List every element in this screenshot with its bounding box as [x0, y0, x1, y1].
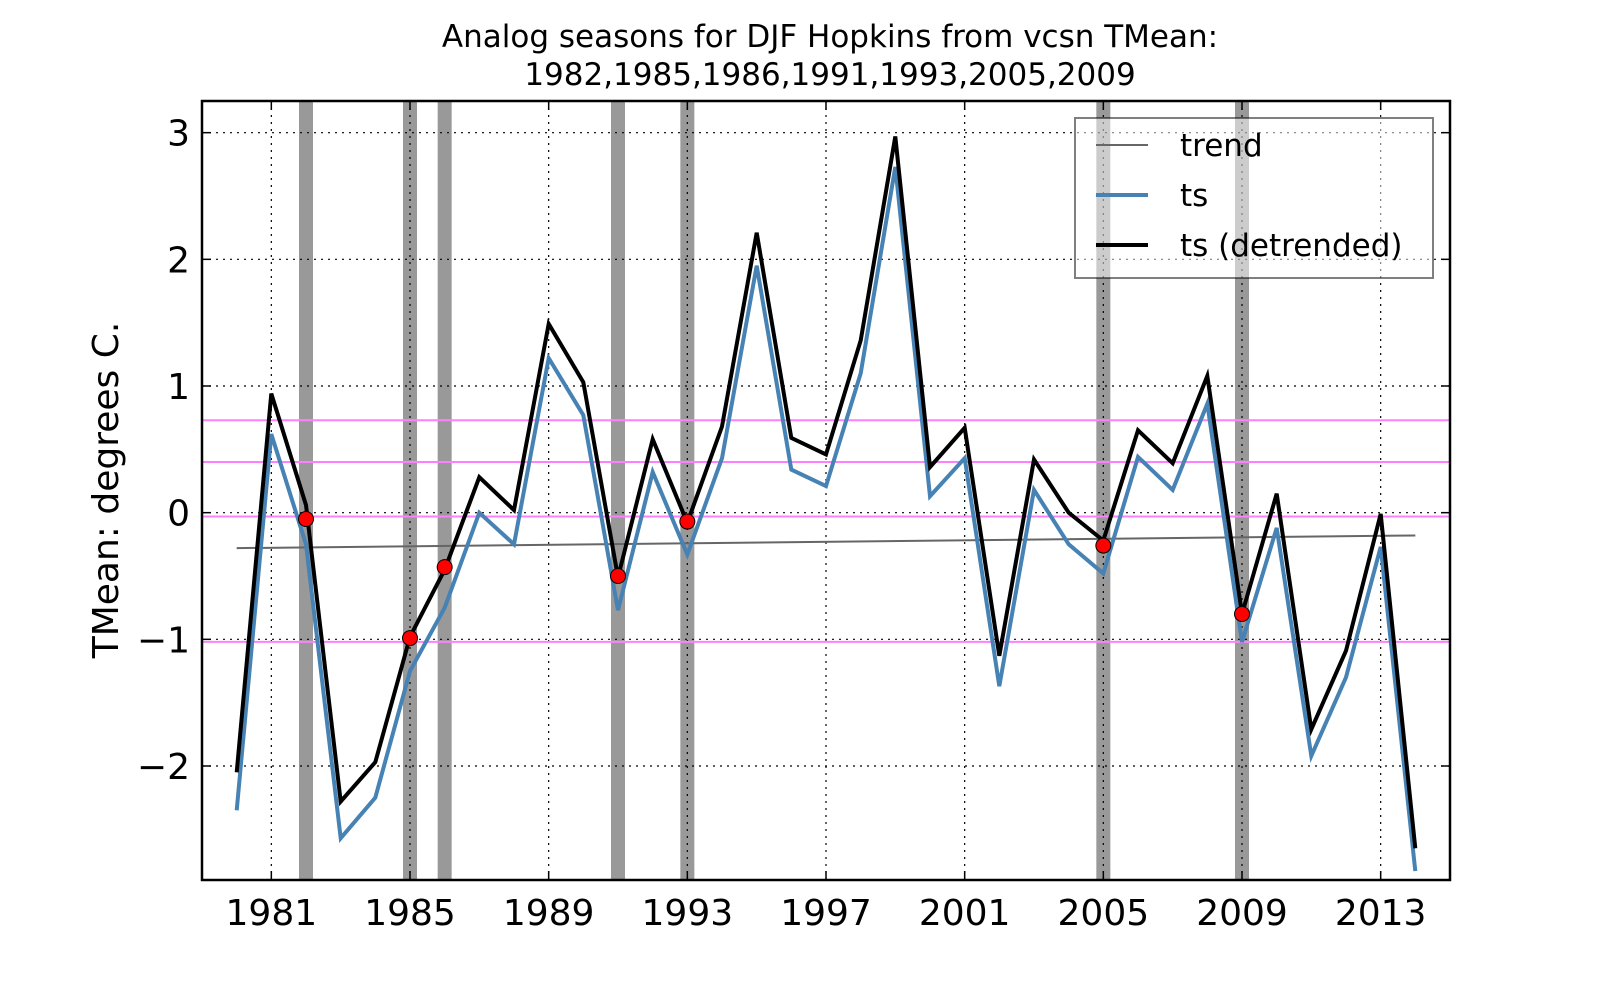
- y-tick-label-3: 1: [167, 367, 190, 408]
- chart-title-line2: 1982,1985,1986,1991,1993,2005,2009: [524, 57, 1135, 93]
- analog-point-1982: [298, 511, 314, 527]
- y-tick-label-5: 3: [167, 114, 190, 155]
- y-tick-label-1: −1: [137, 620, 190, 661]
- analog-band-2005: [1096, 101, 1111, 880]
- legend-label-ts: ts: [1180, 178, 1208, 214]
- x-tick-label-1981: 1981: [226, 893, 318, 934]
- x-tick-label-2009: 2009: [1196, 893, 1288, 934]
- analog-band-1985: [403, 101, 417, 880]
- analog-point-1991: [610, 568, 626, 584]
- x-tick-label-2001: 2001: [919, 893, 1011, 934]
- x-tick-label-1997: 1997: [780, 893, 872, 934]
- analog-band-1986: [437, 101, 452, 880]
- y-tick-label-4: 2: [167, 240, 190, 281]
- chart-title-line1: Analog seasons for DJF Hopkins from vcsn…: [442, 19, 1218, 55]
- analog-point-1993: [679, 513, 696, 530]
- x-tick-label-2005: 2005: [1058, 893, 1150, 934]
- x-tick-label-2013: 2013: [1335, 893, 1427, 934]
- series-lines: [234, 136, 1418, 872]
- analog-band-1982: [299, 101, 313, 880]
- analog-band-2009: [1235, 101, 1249, 880]
- x-tick-label-1993: 1993: [642, 893, 734, 934]
- legend: trend ts ts (detrended): [1074, 117, 1434, 279]
- analog-band-1991: [611, 101, 625, 880]
- analog-bands: [299, 101, 1249, 880]
- y-tick-label-0: −2: [137, 747, 190, 788]
- y-tick-label-2: 0: [167, 494, 190, 535]
- y-tick-labels: −2 −1 0 1 2 3: [137, 114, 190, 788]
- grid-lines: [202, 101, 1450, 880]
- x-tick-label-1985: 1985: [364, 893, 456, 934]
- legend-label-detrended: ts (detrended): [1180, 228, 1402, 264]
- y-axis-label: TMean: degrees C.: [86, 322, 127, 660]
- series-line-ts: [234, 166, 1418, 872]
- axis-ticks: [202, 101, 1450, 880]
- legend-label-trend: trend: [1180, 128, 1263, 164]
- analog-point-2005: [1095, 537, 1112, 554]
- analog-markers: [298, 511, 1250, 647]
- x-tick-labels: 1981 1985 1989 1993 1997 2001 2005 2009 2013: [226, 893, 1427, 934]
- series-line-trend: [236, 534, 1416, 550]
- analog-point-2009: [1234, 606, 1250, 622]
- analog-point-1985: [402, 630, 418, 647]
- analog-point-1986: [436, 559, 453, 576]
- analog-band-1993: [680, 101, 695, 880]
- x-tick-label-1989: 1989: [503, 893, 595, 934]
- series-line-detrended: [234, 136, 1418, 849]
